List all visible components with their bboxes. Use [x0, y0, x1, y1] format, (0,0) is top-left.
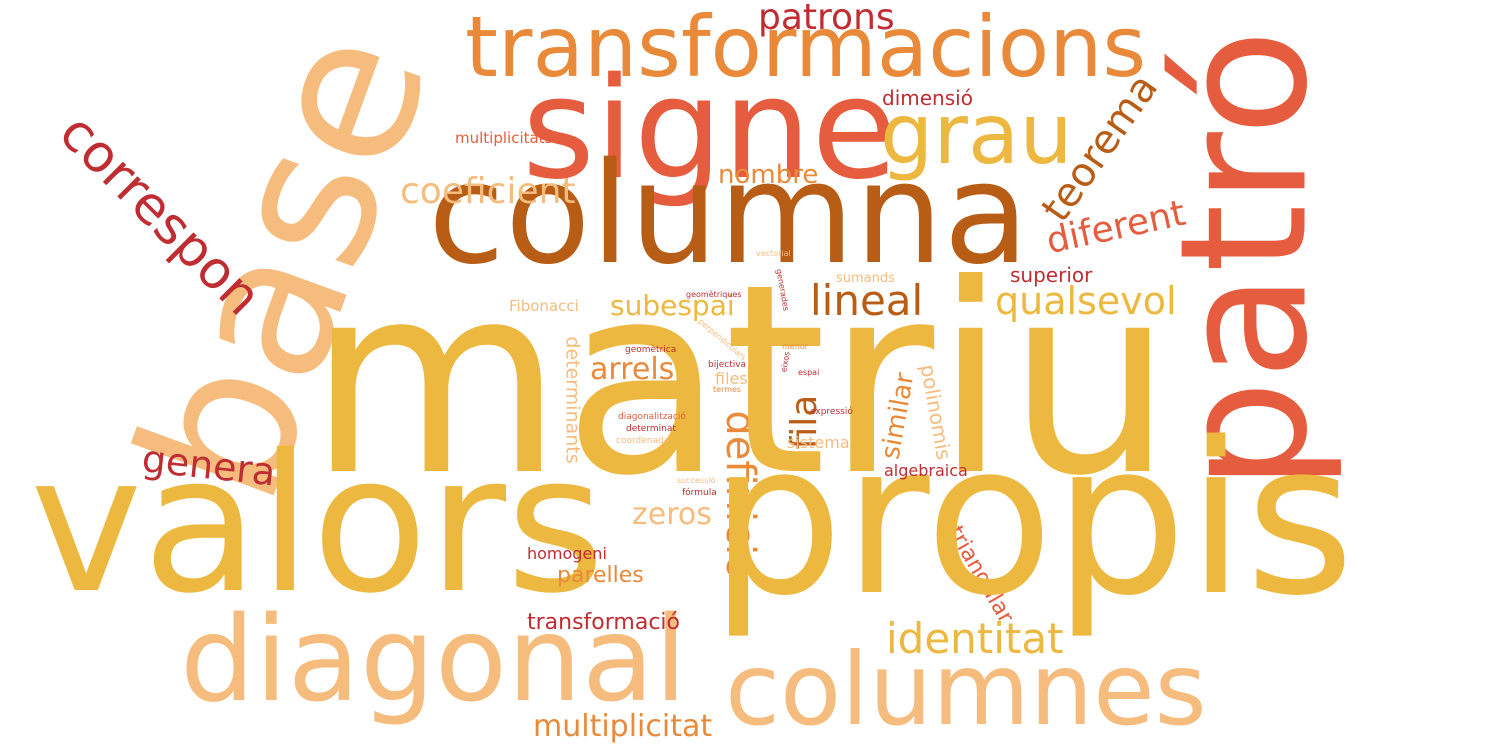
word-formula: fórmula: [682, 488, 717, 498]
word-multiplicitats: multiplicitats: [455, 129, 553, 147]
word-espai: espai: [798, 368, 820, 377]
word-coordenada: coordenada: [616, 436, 670, 446]
word-lineal: lineal: [810, 276, 924, 325]
word-columna: columna: [428, 133, 1030, 296]
word-termes: termes: [713, 385, 742, 394]
word-diagonalitzacio: diagonalització: [618, 412, 686, 422]
word-patrons: patrons: [758, 0, 895, 38]
word-transformacio: transformació: [527, 610, 681, 635]
word-fibonacci: Fibonacci: [509, 297, 579, 315]
word-bijectiva: bijectiva: [708, 360, 747, 370]
word-expressio: expressió: [810, 407, 853, 417]
word-identitat: identitat: [886, 614, 1064, 663]
word-homogeni: homogeni: [527, 544, 607, 563]
word-superior: superior: [1010, 263, 1093, 287]
word-signe: signe: [522, 48, 898, 211]
word-arrels: arrels: [590, 352, 675, 387]
word-successio: successió: [677, 476, 716, 485]
word-multiplicitat: multiplicitat: [533, 709, 713, 744]
word-coeficient: coeficient: [400, 171, 576, 212]
word-files: files: [715, 369, 748, 388]
word-qualsevol: qualsevol: [995, 279, 1177, 323]
word-diagonal: diagonal: [180, 590, 687, 728]
word-determinat: determinat: [626, 424, 676, 434]
word-zeros: zeros: [632, 497, 712, 532]
word-propis: propis: [710, 397, 1355, 642]
word-menor: menor: [782, 342, 808, 351]
word-geometriques: geomètriques: [686, 290, 742, 299]
word-nombre: nombre: [718, 160, 819, 190]
word-matriu: matriu: [308, 228, 1174, 533]
word-valors: valors: [30, 414, 606, 635]
word-dimensio: dimensió: [882, 86, 973, 110]
word-algebraica: algebraica: [884, 461, 968, 480]
word-columnes: columnes: [725, 631, 1207, 748]
word-grau: grau: [880, 85, 1073, 183]
word-vectorial: vectorial: [756, 249, 791, 258]
word-geometrica: geomètrica: [625, 345, 677, 355]
word-subespai: subespai: [610, 289, 735, 322]
word-sistema: sistema: [787, 433, 850, 452]
word-sumands: sumands: [836, 271, 895, 286]
word-parelles: parelles: [557, 563, 644, 588]
word-transformacions: transformacions: [465, 0, 1147, 96]
